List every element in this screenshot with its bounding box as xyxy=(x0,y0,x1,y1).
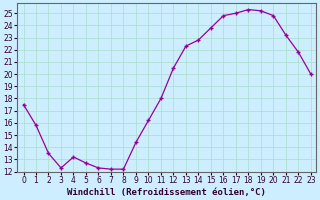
X-axis label: Windchill (Refroidissement éolien,°C): Windchill (Refroidissement éolien,°C) xyxy=(67,188,266,197)
